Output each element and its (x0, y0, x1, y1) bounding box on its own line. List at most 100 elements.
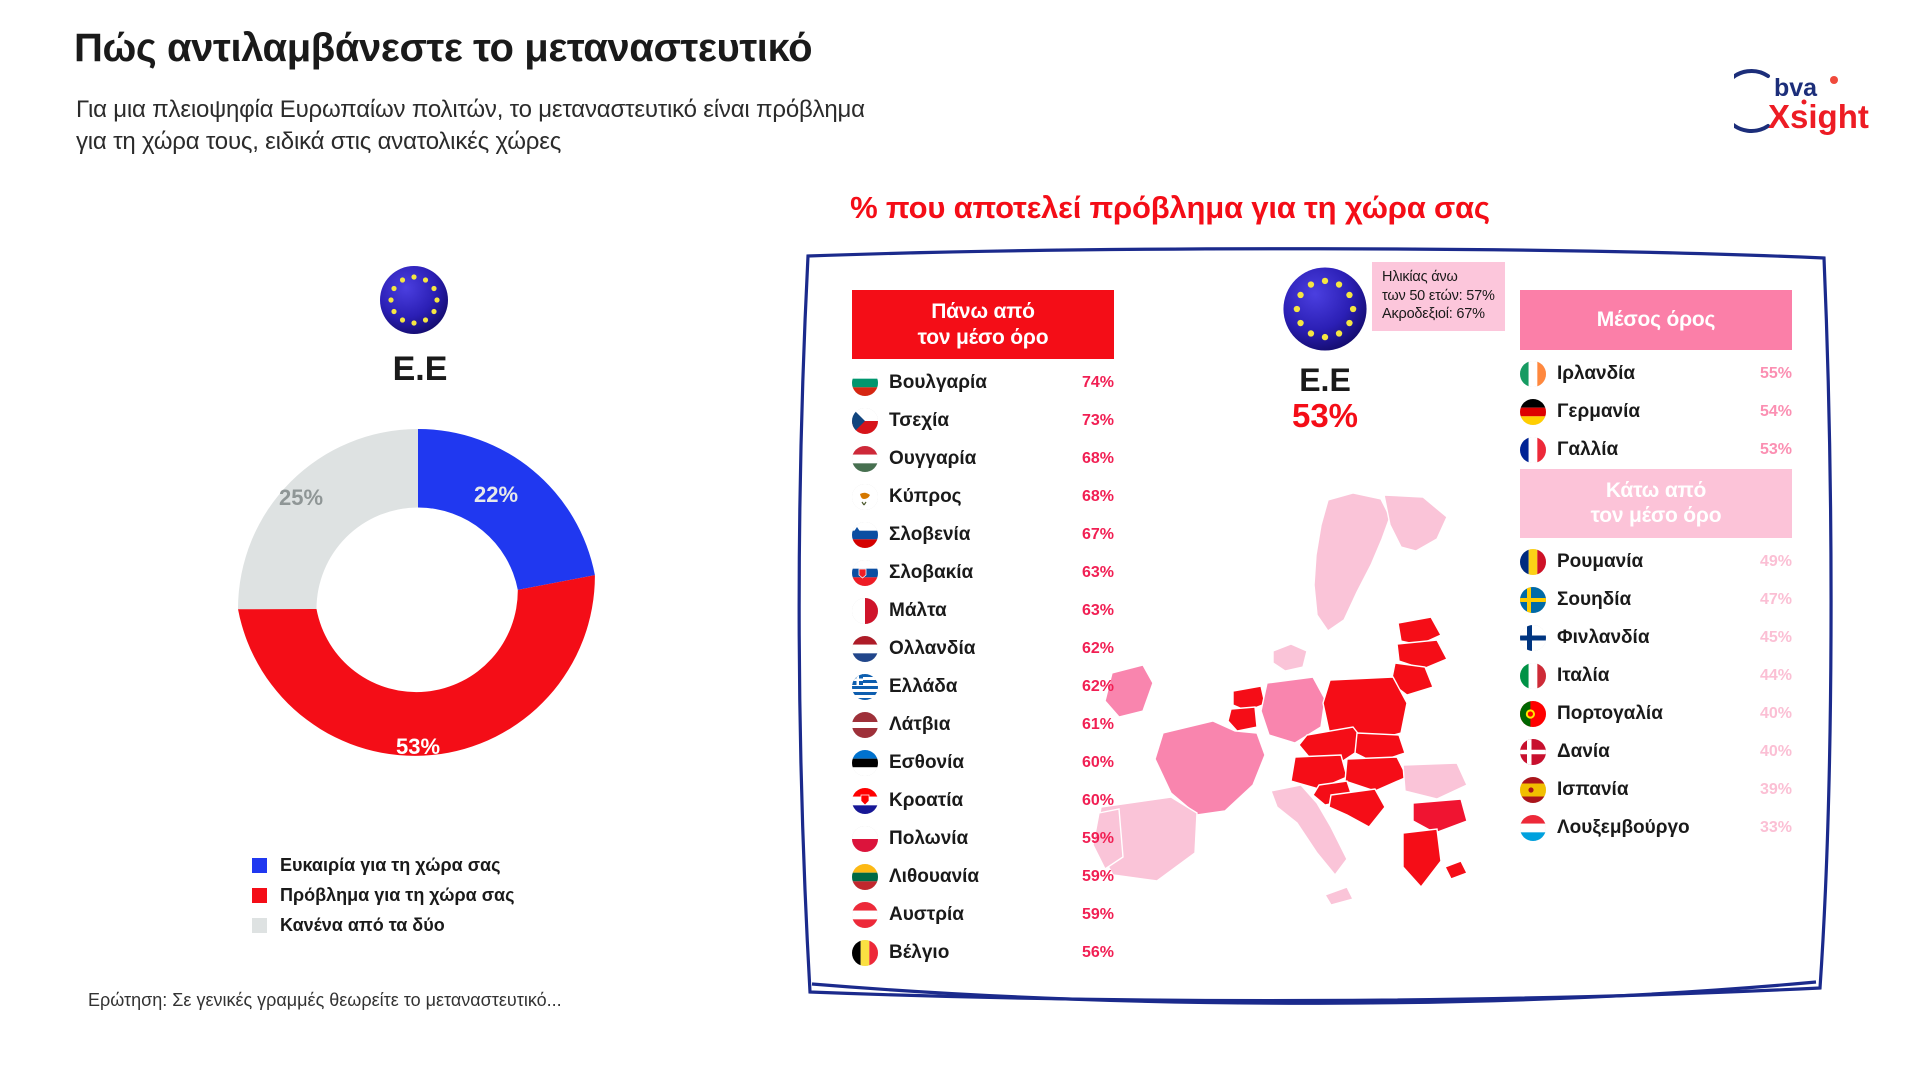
country-row: Ουγγαρία 68% (852, 440, 1114, 478)
section-header-below-average: Κάτω από τον μέσο όρο (1520, 468, 1792, 538)
country-row: Αυστρία 59% (852, 896, 1114, 934)
country-name: Λουξεμβούργο (1557, 816, 1690, 838)
panel-heading: % που αποτελεί πρόβλημα για τη χώρα σας (850, 190, 1490, 225)
donut-label-red: 53% (396, 734, 440, 759)
country-row: Σλοβενία 67% (852, 516, 1114, 554)
country-row: Κροατία 60% (852, 782, 1114, 820)
country-row: Μάλτα 63% (852, 592, 1114, 630)
country-name: Πολωνία (889, 828, 969, 850)
country-value: 59% (1081, 868, 1114, 886)
eu-flag-badge-center (1283, 267, 1367, 351)
country-value: 73% (1081, 412, 1114, 430)
map-country-hungary (1344, 756, 1408, 792)
donut-chart: 22% 53% 25% (213, 404, 623, 814)
country-value: 63% (1081, 564, 1114, 582)
country-row: Ολλανδία 62% (852, 630, 1114, 668)
subtitle-line-1: Για μια πλειοψηφία Ευρωπαίων πολιτών, το… (76, 96, 865, 123)
section-header-average-label: Μέσος όρος (1596, 308, 1716, 331)
flag-icon-cz (852, 408, 878, 435)
country-row: Σουηδία 47% (1520, 581, 1792, 619)
country-row: Τσεχία 73% (852, 402, 1114, 440)
flag-icon-de (1520, 398, 1546, 425)
flag-icon-be (852, 940, 878, 967)
flag-icon-dk (1520, 738, 1546, 765)
flag-icon-es (1520, 776, 1546, 803)
callout-line-2: των 50 ετών: 57% (1382, 287, 1495, 304)
country-name: Γερμανία (1557, 400, 1641, 422)
country-row: Ισπανία 39% (1520, 771, 1792, 809)
country-row: Κύπρος 68% (852, 478, 1114, 516)
country-row: Γερμανία 54% (1520, 393, 1792, 431)
svg-text:bva: bva (1774, 74, 1818, 102)
country-name: Βουλγαρία (889, 372, 987, 394)
country-name: Ελλάδα (889, 676, 958, 698)
bva-xsight-logo: bva Xsight (1719, 62, 1874, 140)
country-value: 39% (1759, 780, 1792, 798)
flag-icon-cy (852, 484, 878, 511)
country-name: Σλοβακία (889, 562, 974, 584)
eu-flag-badge-left (378, 264, 450, 341)
country-name: Τσεχία (889, 410, 950, 432)
callout-box: Ηλικίας άνω των 50 ετών: 57% Ακροδεξιοί:… (1372, 262, 1505, 331)
below-average-list: Ρουμανία 49% Σουηδία 47% Φινλανδία 45% Ιταλία 4… (1520, 538, 1792, 847)
country-value: 45% (1759, 628, 1792, 646)
eu-label-left: E.E (392, 350, 448, 388)
flag-icon-at (852, 902, 878, 929)
country-row: Ελλάδα 62% (852, 668, 1114, 706)
country-row: Πορτογαλία 40% (1520, 695, 1792, 733)
flag-icon-hu (852, 446, 878, 473)
legend-swatch-red (252, 888, 267, 903)
country-value: 53% (1759, 440, 1792, 458)
flag-icon-nl (852, 636, 878, 663)
question-footnote: Ερώτηση: Σε γενικές γραμμές θεωρείτε το … (88, 990, 562, 1010)
country-name: Κροατία (889, 790, 964, 812)
country-name: Ολλανδία (889, 638, 976, 660)
flag-icon-gr (852, 674, 878, 701)
country-value: 49% (1759, 552, 1792, 570)
country-name: Λιθουανία (889, 866, 980, 888)
section-header-above-average: Πάνω από τον μέσο όρο (852, 290, 1114, 360)
legend-label-neither: Κανένα από τα δύο (280, 915, 445, 935)
section-header-above-line-2: τον μέσο όρο (917, 325, 1049, 349)
flag-icon-pt (1520, 700, 1546, 727)
country-value: 40% (1759, 742, 1792, 760)
country-value: 62% (1081, 640, 1114, 658)
country-value: 40% (1759, 704, 1792, 722)
eu-center-label: E.E (1299, 362, 1351, 398)
country-value: 60% (1081, 792, 1114, 810)
country-value: 68% (1081, 450, 1114, 468)
country-name: Δανία (1557, 740, 1610, 762)
map-country-finland (1383, 494, 1448, 552)
country-name: Σουηδία (1557, 588, 1632, 610)
country-value: 47% (1759, 590, 1792, 608)
country-value: 60% (1081, 754, 1114, 772)
flag-icon-sk (852, 560, 878, 587)
flag-icon-se (1520, 586, 1546, 613)
flag-icon-lt (852, 864, 878, 891)
country-name: Ουγγαρία (889, 448, 977, 470)
legend-swatch-blue (252, 858, 267, 873)
country-value: 54% (1759, 402, 1792, 420)
country-row: Βέλγιο 56% (852, 934, 1114, 972)
average-list: Ιρλανδία 55% Γερμανία 54% Γαλλία 53% (1520, 350, 1792, 469)
map-country-greece (1402, 828, 1442, 889)
section-header-below-line-2: τον μέσο όρο (1590, 504, 1722, 528)
callout-line-3: Ακροδεξιοί: 67% (1382, 306, 1485, 323)
page-subtitle: Για μια πλειοψηφία Ευρωπαίων πολιτών, το… (76, 94, 865, 159)
map-country-romania (1402, 762, 1468, 800)
map-country-croatia (1328, 788, 1386, 828)
country-value: 62% (1081, 678, 1114, 696)
country-name: Μάλτα (889, 600, 947, 622)
country-name: Λάτβια (889, 714, 951, 736)
flag-icon-fi (1520, 624, 1546, 651)
legend-label-problem: Πρόβλημα για τη χώρα σας (280, 885, 515, 905)
map-country-netherlands (1232, 685, 1266, 712)
country-value: 56% (1081, 944, 1114, 962)
map-country-portugal (1092, 808, 1124, 871)
country-row: Ιταλία 44% (1520, 657, 1792, 695)
flag-icon-si (852, 522, 878, 549)
country-value: 33% (1759, 818, 1792, 836)
country-name: Ιρλανδία (1557, 362, 1636, 384)
country-value: 74% (1081, 374, 1114, 392)
legend-label-opportunity: Ευκαιρία για τη χώρα σας (280, 855, 501, 875)
